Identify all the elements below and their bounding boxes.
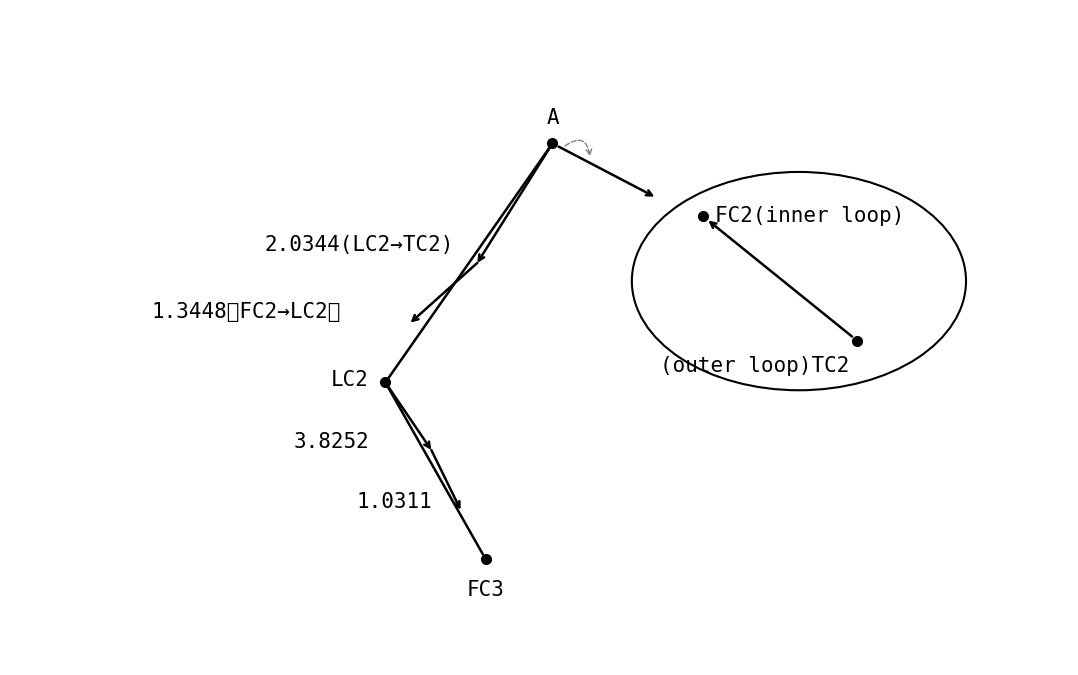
Text: A: A [547,108,558,128]
Text: 2.0344(LC2→TC2): 2.0344(LC2→TC2) [264,235,454,254]
Text: 3.8252: 3.8252 [293,432,370,452]
Text: (outer loop)TC2: (outer loop)TC2 [660,356,849,377]
Text: FC2(inner loop): FC2(inner loop) [716,206,904,226]
Text: 1.0311: 1.0311 [356,492,432,512]
Text: 1.3448（FC2→LC2）: 1.3448（FC2→LC2） [151,302,341,322]
Text: FC3: FC3 [467,580,505,600]
Text: LC2: LC2 [331,370,369,390]
